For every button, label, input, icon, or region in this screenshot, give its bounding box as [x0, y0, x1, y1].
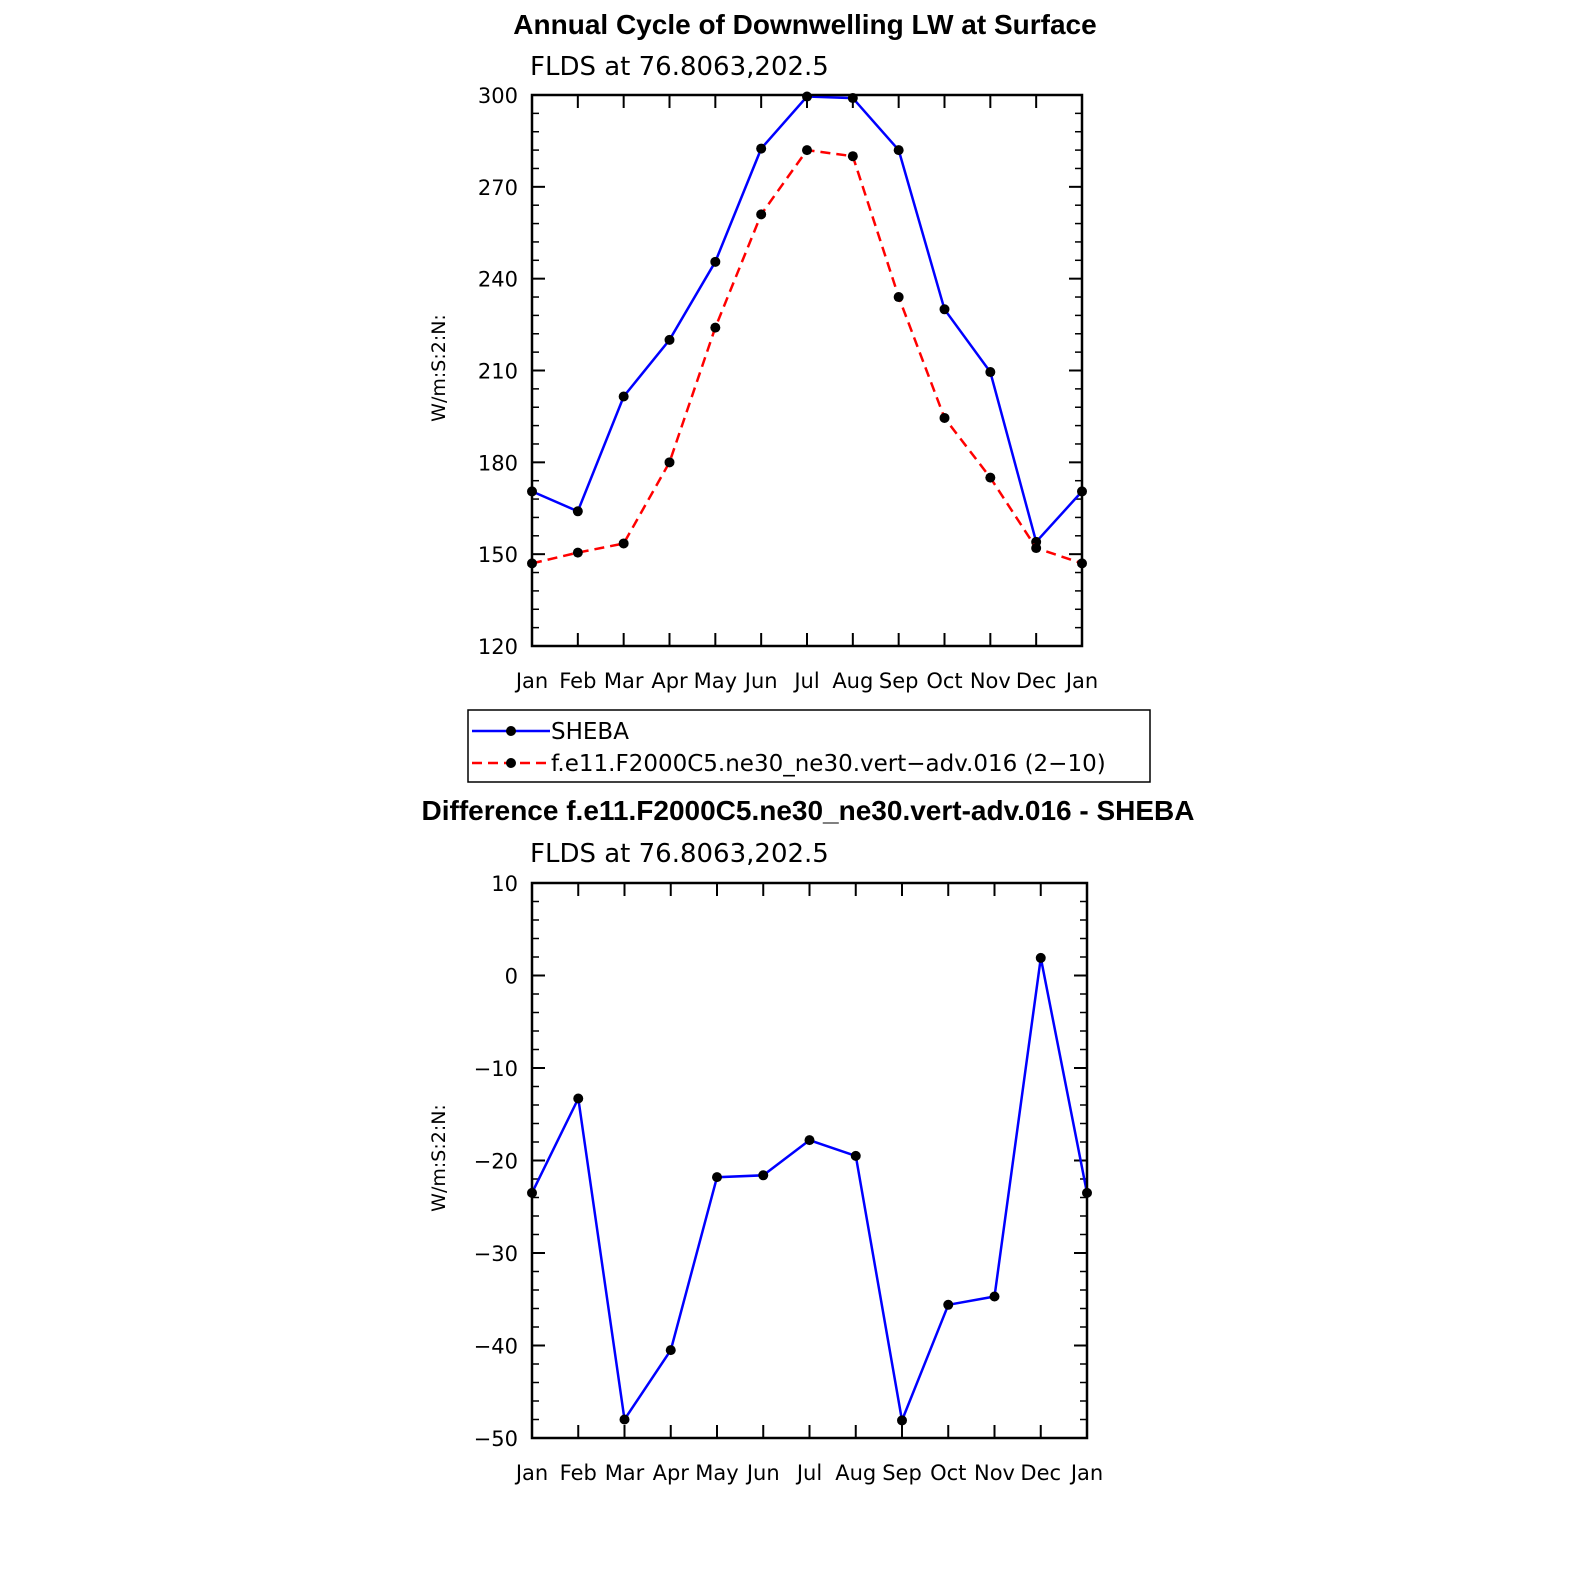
top-series-1-point — [802, 145, 812, 156]
top-y-tick-label: 120 — [478, 635, 518, 659]
top-y-axis-label: W/m:S:2:N: — [428, 314, 450, 422]
top-series-1-point — [847, 151, 858, 162]
legend: SHEBA f.e11.F2000C5.ne30_ne30.vert−adv.0… — [467, 709, 1151, 783]
bottom-y-tick-label: −10 — [474, 1057, 518, 1081]
bottom-x-tick-label: Jan — [1069, 1461, 1103, 1485]
top-plot-area — [527, 91, 1087, 569]
bottom-x-tick-label: Jun — [745, 1461, 780, 1485]
bottom-subtitle: FLDS at 76.8063,202.5 — [530, 839, 829, 869]
top-y-tick-label: 150 — [478, 543, 518, 567]
top-x-tick-label: Apr — [651, 669, 688, 693]
bottom-y-axis-label: W/m:S:2:N: — [428, 1104, 450, 1212]
bottom-series-0-point — [850, 1150, 861, 1161]
top-y-tick-label: 270 — [478, 176, 518, 200]
top-series-1-point — [572, 547, 583, 558]
top-y-tick-label: 300 — [478, 84, 518, 108]
top-x-tick-label: Sep — [879, 669, 919, 693]
top-x-tick-label: Jun — [743, 669, 778, 693]
top-title: Annual Cycle of Downwelling LW at Surfac… — [513, 9, 1096, 40]
bottom-series-0-point — [943, 1299, 954, 1310]
bottom-series-0-point — [573, 1093, 584, 1104]
bottom-x-tick-label: Sep — [882, 1461, 922, 1485]
bottom-y-tick-label: 10 — [491, 872, 518, 896]
top-x-tick-label: Jan — [514, 669, 548, 693]
bottom-x-tick-label: Jul — [795, 1461, 822, 1485]
bottom-y-tick-label: −20 — [474, 1150, 518, 1174]
bottom-axis-ticks: Jan Feb Mar Apr May Jun Jul Aug Sep Oct Nov Dec Jan −… — [474, 872, 1104, 1485]
top-y-tick-label: 180 — [478, 451, 518, 475]
top-x-tick-label: Oct — [926, 669, 962, 693]
bottom-series-line-0 — [530, 957, 1089, 1425]
bottom-panel: Difference f.e11.F2000C5.ne30_ne30.vert-… — [422, 795, 1195, 1485]
legend-label-sheba: SHEBA — [551, 719, 629, 745]
bottom-y-tick-label: −30 — [474, 1242, 518, 1266]
top-x-tick-label: Mar — [604, 669, 644, 693]
top-series-0-point — [710, 256, 721, 267]
top-x-tick-label: Nov — [970, 669, 1011, 693]
top-series-0-point — [618, 391, 629, 402]
top-series-1-point — [710, 322, 721, 333]
bottom-x-tick-label: Dec — [1020, 1461, 1061, 1485]
top-y-tick-label: 210 — [478, 360, 518, 384]
top-subtitle: FLDS at 76.8063,202.5 — [530, 52, 829, 82]
bottom-x-tick-label: Apr — [653, 1461, 690, 1485]
bottom-x-tick-label: Aug — [835, 1461, 876, 1485]
top-series-1-point — [756, 209, 767, 220]
bottom-plot-area — [527, 952, 1092, 1426]
bottom-x-tick-label: Oct — [930, 1461, 966, 1485]
bottom-series-0-point — [712, 1172, 722, 1183]
bottom-plot-frame — [530, 881, 1089, 1440]
top-series-1-point — [1031, 543, 1042, 554]
top-series-0-point — [939, 304, 950, 315]
legend-box — [467, 709, 1151, 783]
top-series-line-1 — [531, 148, 1083, 565]
top-panel: Annual Cycle of Downwelling LW at Surfac… — [428, 9, 1098, 693]
top-series-0-point — [893, 145, 904, 156]
top-series-0-point — [572, 506, 583, 517]
bottom-x-tick-label: Jan — [514, 1461, 548, 1485]
top-x-tick-label: May — [694, 669, 737, 693]
bottom-x-tick-label: Feb — [560, 1461, 597, 1485]
top-series-1-point — [985, 472, 996, 483]
top-series-1-point — [618, 538, 629, 549]
top-x-tick-label: Jul — [792, 669, 819, 693]
top-series-1-point — [664, 457, 675, 468]
bottom-series-0-point — [897, 1415, 907, 1426]
bottom-y-tick-label: −50 — [474, 1427, 518, 1451]
top-x-tick-label: Aug — [832, 669, 873, 693]
top-x-tick-label: Feb — [559, 669, 596, 693]
bottom-y-tick-label: −40 — [474, 1335, 518, 1359]
legend-marker-sheba — [506, 726, 516, 736]
legend-label-model: f.e11.F2000C5.ne30_ne30.vert−adv.016 (2−… — [551, 751, 1106, 777]
top-series-0-point — [985, 367, 996, 378]
top-series-line-0 — [531, 95, 1083, 545]
bottom-x-tick-label: Mar — [605, 1461, 645, 1485]
top-x-tick-label: Dec — [1016, 669, 1057, 693]
top-x-tick-label: Jan — [1064, 669, 1098, 693]
top-series-0-point — [756, 143, 767, 154]
bottom-series-0-point — [619, 1414, 630, 1425]
top-plot-frame — [530, 93, 1084, 648]
bottom-title: Difference f.e11.F2000C5.ne30_ne30.vert-… — [422, 795, 1195, 826]
top-series-1-point — [893, 292, 904, 303]
bottom-y-tick-label: 0 — [505, 965, 518, 989]
legend-marker-model — [506, 758, 516, 768]
top-y-tick-label: 240 — [478, 268, 518, 292]
top-axis-ticks: Jan Feb Mar Apr May Jun Jul Aug Sep Oct Nov Dec Jan 1… — [478, 84, 1098, 693]
bottom-series-0-point — [989, 1291, 1000, 1302]
bottom-series-0-point — [758, 1170, 769, 1181]
top-series-0-point — [802, 91, 812, 102]
bottom-x-tick-label: Nov — [974, 1461, 1015, 1485]
bottom-series-0-point — [804, 1135, 815, 1146]
bottom-series-0-point — [665, 1345, 676, 1356]
bottom-x-tick-label: May — [695, 1461, 738, 1485]
top-series-1-point — [939, 412, 950, 423]
top-series-0-point — [664, 334, 675, 345]
bottom-series-0-point — [1035, 952, 1046, 963]
